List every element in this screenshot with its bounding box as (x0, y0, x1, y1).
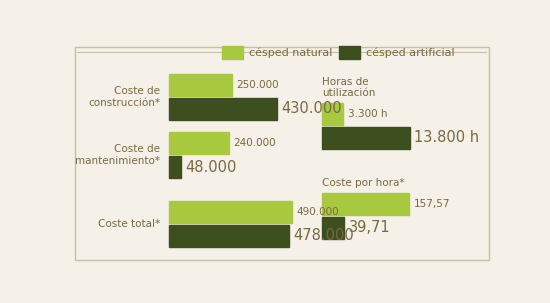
Text: Horas de
utilización: Horas de utilización (322, 77, 376, 98)
Text: 157,57: 157,57 (414, 199, 450, 209)
Text: 3.300 h: 3.300 h (348, 109, 387, 119)
Bar (169, 225, 289, 247)
Bar (222, 46, 243, 59)
Bar (322, 217, 344, 239)
Bar (169, 74, 232, 96)
Text: Coste total*: Coste total* (98, 219, 161, 229)
Bar (339, 46, 360, 59)
Text: césped artificial: césped artificial (366, 48, 455, 58)
Text: 48.000: 48.000 (185, 160, 236, 175)
Text: césped natural: césped natural (249, 48, 332, 58)
Text: 490.000: 490.000 (296, 207, 339, 217)
Text: 430.000: 430.000 (281, 101, 342, 116)
FancyBboxPatch shape (75, 47, 488, 260)
Bar (322, 103, 343, 125)
Text: Coste de
mantenimiento*: Coste de mantenimiento* (75, 144, 161, 166)
Bar (322, 127, 410, 149)
Text: 39,71: 39,71 (349, 220, 390, 235)
Bar (169, 156, 181, 178)
Bar (169, 132, 229, 154)
Bar (169, 98, 277, 120)
Text: 478.000: 478.000 (293, 228, 354, 243)
Bar (169, 201, 292, 223)
Text: Coste de
construcción*: Coste de construcción* (89, 86, 161, 108)
Text: 13.800 h: 13.800 h (414, 131, 479, 145)
Text: 240.000: 240.000 (234, 138, 276, 148)
Text: 250.000: 250.000 (236, 80, 279, 90)
Text: Coste por hora*: Coste por hora* (322, 178, 405, 188)
Bar (322, 193, 409, 215)
